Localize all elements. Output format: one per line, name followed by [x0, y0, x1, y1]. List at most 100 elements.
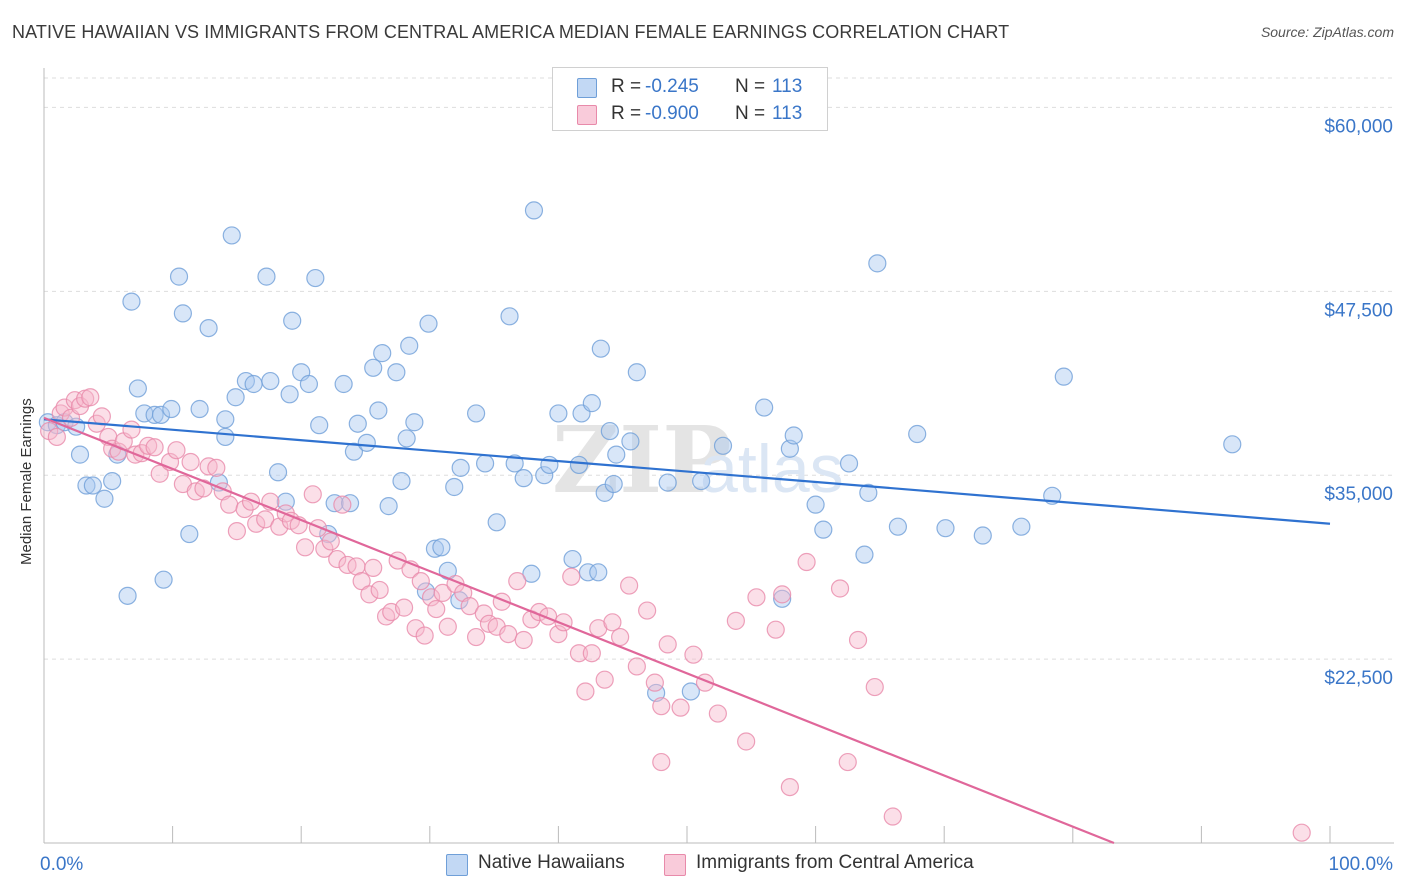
data-point [379, 497, 398, 516]
data-point [419, 314, 438, 333]
data-point [1012, 517, 1031, 536]
n-value: 113 [772, 103, 803, 124]
x-tick-label: 100.0% [1329, 854, 1394, 875]
data-point [780, 777, 799, 797]
data-point [460, 597, 479, 616]
data-point [370, 580, 389, 600]
data-point [830, 579, 850, 598]
n-value: 113 [772, 76, 803, 97]
zipatlas-watermark: ZIP atlas [552, 406, 844, 514]
data-point [432, 538, 451, 557]
data-point [806, 495, 825, 514]
y-tick-label: $47,500 [1324, 300, 1393, 321]
data-point [549, 624, 568, 644]
data-point [569, 644, 589, 663]
data-point [838, 752, 857, 772]
data-point [369, 401, 388, 420]
data-point [139, 436, 158, 455]
data-point [569, 455, 589, 475]
data-point [475, 454, 495, 473]
data-point [299, 374, 319, 394]
data-point [180, 524, 199, 544]
data-point [563, 549, 582, 569]
data-point [658, 473, 677, 492]
data-point [535, 466, 554, 485]
data-point [151, 405, 171, 424]
legend-label: Native Hawaiians [478, 852, 625, 873]
data-point [578, 563, 598, 582]
data-point [755, 398, 774, 417]
data-point [373, 344, 392, 363]
data-point [325, 494, 344, 513]
source-label: Source: ZipAtlas.com [1260, 24, 1394, 40]
data-point [257, 267, 276, 286]
data-point [226, 388, 245, 407]
data-point [364, 358, 383, 377]
data-point [169, 267, 189, 286]
data-point [652, 697, 671, 716]
x-tick-label: 0.0% [40, 854, 83, 875]
data-point [150, 464, 169, 483]
data-point [397, 429, 416, 448]
data-point [411, 572, 430, 591]
data-point [194, 479, 213, 498]
data-point [360, 585, 379, 604]
data-point [737, 732, 756, 751]
data-point [883, 807, 902, 826]
data-point [364, 558, 383, 577]
data-point [652, 752, 671, 772]
data-point [474, 604, 493, 623]
data-point [638, 601, 657, 620]
data-point [261, 371, 280, 391]
watermark-atlas: atlas [700, 431, 844, 507]
data-point [433, 583, 452, 603]
data-point [306, 268, 325, 288]
data-point [692, 471, 711, 491]
legend-swatch-blue [577, 78, 597, 98]
data-point [47, 427, 66, 447]
data-point [671, 698, 690, 717]
data-point [859, 483, 878, 502]
data-point [658, 635, 677, 654]
data-point [1054, 367, 1073, 386]
data-point [487, 513, 506, 532]
data-point [421, 588, 441, 607]
data-point [70, 445, 90, 464]
n-label: N = [735, 103, 766, 124]
data-point [514, 469, 533, 488]
data-point [603, 613, 622, 632]
y-tick-labels: $22,500 $35,000 $47,500 $60,000 [1324, 116, 1393, 689]
data-point [303, 485, 322, 504]
data-point [220, 495, 239, 514]
data-point [207, 458, 226, 477]
data-point [855, 545, 874, 564]
data-point [766, 620, 785, 639]
data-point [92, 407, 111, 426]
data-point [627, 363, 646, 382]
data-point [338, 555, 357, 575]
data-point [839, 454, 859, 473]
data-point [466, 627, 486, 647]
data-point [216, 427, 235, 447]
data-point [784, 426, 803, 445]
data-point [95, 489, 114, 508]
data-point [466, 404, 486, 423]
data-point [83, 476, 102, 495]
data-point [582, 644, 601, 663]
correlation-legend: R = -0.245 N = 113 R = -0.900 N = 113 [552, 67, 828, 131]
data-point [415, 626, 434, 645]
data-point [576, 682, 595, 701]
r-value: -0.900 [645, 103, 699, 124]
data-point [562, 567, 581, 586]
data-point [81, 388, 100, 407]
data-point [773, 589, 792, 608]
data-point [181, 452, 200, 472]
data-point [600, 421, 619, 441]
series-legend: Native Hawaiians Immigrants from Central… [0, 852, 1406, 878]
data-point [508, 572, 527, 591]
data-point [499, 624, 518, 644]
data-point [868, 254, 887, 273]
watermark-zip: ZIP [552, 406, 731, 514]
data-point [235, 499, 254, 519]
